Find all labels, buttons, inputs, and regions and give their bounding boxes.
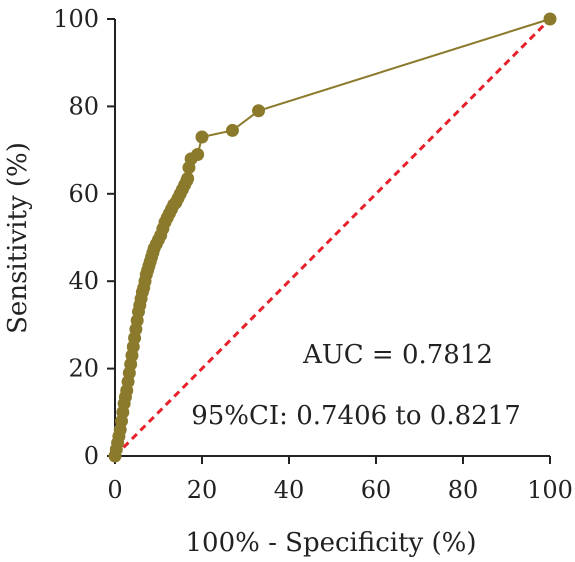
roc-point [252,104,266,118]
x-tick-label: 100 [527,476,573,504]
y-tick-label: 80 [68,92,99,120]
x-axis-label: 100% - Specificity (%) [186,528,477,558]
y-ticks: 0 20 40 60 80 100 [53,5,115,470]
y-tick-label: 100 [53,5,99,33]
x-tick-label: 60 [361,476,392,504]
ci-annotation: 95%CI: 0.7406 to 0.8217 [191,401,521,431]
x-ticks: 0 20 40 60 80 100 [107,456,573,504]
roc-point [543,12,557,26]
x-tick-label: 0 [107,476,122,504]
x-tick-label: 80 [448,476,479,504]
roc-point [181,172,195,186]
y-tick-label: 60 [68,180,99,208]
auc-annotation: AUC = 0.7812 [302,340,493,370]
roc-points [108,12,557,463]
reference-diagonal-line [113,17,552,458]
x-tick-label: 40 [274,476,305,504]
y-tick-label: 40 [68,267,99,295]
y-tick-label: 20 [68,355,99,383]
x-tick-label: 20 [187,476,218,504]
roc-point [191,147,205,161]
roc-point [195,130,209,144]
y-tick-label: 0 [84,442,99,470]
y-axis-label: Sensitivity (%) [3,142,33,334]
roc-point [225,123,239,137]
